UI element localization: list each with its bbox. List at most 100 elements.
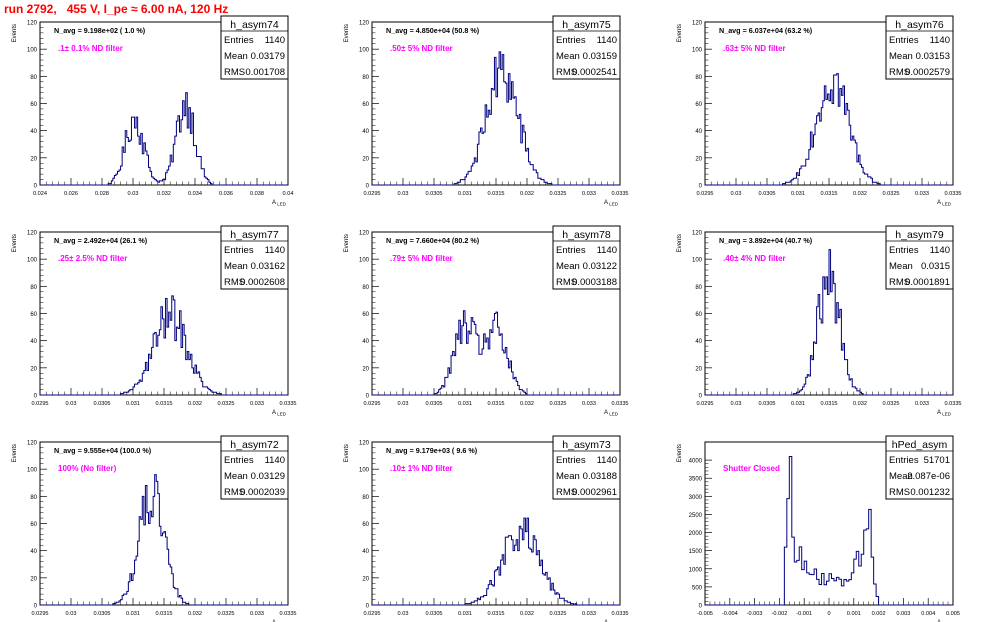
y-tick-label: 20 [30, 576, 37, 582]
x-tick-label: -0.004 [722, 611, 738, 617]
filter-label: .10± 1% ND filter [390, 464, 453, 473]
stats-value: 1140 [930, 35, 950, 46]
stats-key: Mean [556, 261, 580, 272]
y-tick-label: 2000 [689, 531, 703, 537]
filter-label: .63± 5% ND filter [723, 44, 786, 53]
y-tick-label: 80 [362, 285, 369, 291]
x-tick-label: 0.032 [853, 191, 867, 197]
x-tick-label: 0.0325 [549, 191, 566, 197]
stats-frame [885, 15, 954, 80]
filter-label: .40± 4% ND filter [723, 254, 786, 263]
y-tick-label: 0 [699, 604, 703, 610]
stats-value: 0.0002039 [240, 487, 285, 498]
y-axis-title: Events [344, 24, 350, 42]
stats-key: RMS [889, 67, 910, 78]
stats-value: 0.03162 [251, 261, 285, 272]
y-tick-label: 40 [362, 129, 369, 135]
x-tick-label: -0.001 [796, 611, 812, 617]
stats-value: 0.03179 [251, 51, 285, 62]
x-tick-label: 0.0295 [31, 401, 48, 407]
x-tick-label: 0.0325 [882, 191, 899, 197]
y-tick-label: 60 [30, 312, 37, 318]
y-tick-label: 80 [362, 495, 369, 501]
stats-value: 0.0002961 [572, 487, 617, 498]
stats-key: Mean [889, 51, 913, 62]
x-tick-label: 0.032 [520, 191, 534, 197]
x-tick-label: 0.031 [126, 611, 140, 617]
stats-value: 0.0001891 [905, 277, 950, 288]
y-tick-label: 80 [30, 285, 37, 291]
histogram-panel-h-asym76: 0 20 40 60 80 100 120 0.0295 0.03 0.0305 0.031 0.03… [677, 15, 962, 207]
y-tick-label: 40 [30, 549, 37, 555]
x-tick-label: 0.031 [458, 191, 472, 197]
stats-key: Mean [556, 51, 580, 62]
filter-label: .50± 5% ND filter [390, 44, 453, 53]
stats-value: 1140 [265, 245, 285, 256]
stats-frame [220, 15, 289, 80]
histogram-panel-h-asym77: 0 20 40 60 80 100 120 0.0295 0.03 0.0305 0.031 0.03… [12, 225, 297, 417]
histogram-panel-hped-asym: 0 500 1000 1500 2000 2500 3000 3500 4000 -0.005 -0… [677, 435, 960, 622]
stats-key: RMS [224, 487, 245, 498]
y-tick-label: 60 [695, 102, 702, 108]
stats-key: RMS [556, 277, 577, 288]
y-tick-label: 60 [695, 312, 702, 318]
y-tick-label: 0 [699, 184, 703, 190]
run-title: run 2792, 455 V, I_pe ≈ 6.00 nA, 120 Hz [4, 2, 229, 16]
stats-key: Mean [889, 471, 913, 482]
stats-box: h_asym78 Entries 1140 Mean 0.03122 RMS0.00031… [552, 225, 621, 290]
stats-box: h_asym73 Entries 1140 Mean 0.03188 RMS0.00029… [552, 435, 621, 500]
stats-key: Entries [556, 35, 586, 46]
stats-key: RMS [556, 487, 577, 498]
y-tick-label: 0 [34, 394, 38, 400]
stats-key: Entries [224, 245, 254, 256]
y-tick-label: 60 [30, 102, 37, 108]
y-tick-label: 60 [362, 312, 369, 318]
y-axis-title: Events [677, 234, 683, 252]
y-tick-label: 60 [362, 102, 369, 108]
navg-label: N_avg = 9.179e+03 ( 9.6 %) [386, 446, 478, 455]
stats-frame [220, 225, 289, 290]
x-tick-label: 0.03 [66, 401, 77, 407]
y-tick-label: 20 [695, 156, 702, 162]
y-tick-label: 80 [695, 75, 702, 81]
y-axis-title: Events [12, 24, 18, 42]
stats-value: 0.03159 [583, 51, 617, 62]
stats-value: 0.001708 [245, 67, 285, 78]
y-tick-label: 20 [362, 576, 369, 582]
x-tick-label: -0.002 [771, 611, 787, 617]
y-tick-label: 0 [366, 604, 370, 610]
x-tick-label: 0.0295 [363, 191, 380, 197]
stats-value: 0.001232 [910, 487, 950, 498]
y-tick-label: 100 [692, 48, 703, 54]
x-tick-label: 0.033 [915, 191, 929, 197]
stats-key: RMS [224, 277, 245, 288]
stats-frame [220, 435, 289, 500]
x-tick-label: 0.0335 [944, 401, 961, 407]
x-tick-label: 0.0325 [549, 401, 566, 407]
stats-frame [552, 435, 621, 500]
y-tick-label: 20 [30, 366, 37, 372]
x-tick-label: 0.0305 [425, 191, 442, 197]
histogram-line [372, 51, 620, 186]
navg-label: N_avg = 9.555e+04 (100.0 %) [54, 446, 152, 455]
x-tick-label: 0.004 [921, 611, 935, 617]
x-tick-label: -0.003 [747, 611, 763, 617]
stats-value: 2.087e-06 [907, 471, 950, 482]
y-axis-title: Events [677, 444, 683, 462]
stats-value: 1140 [930, 245, 950, 256]
stats-key: Entries [889, 245, 919, 256]
x-tick-label: 0.0335 [279, 611, 296, 617]
y-tick-label: 4000 [689, 459, 703, 465]
filter-label: 100% (No filter) [58, 464, 117, 473]
y-tick-label: 100 [692, 258, 703, 264]
navg-label: N_avg = 6.037e+04 (63.2 %) [719, 26, 813, 35]
x-tick-label: 0.0325 [549, 611, 566, 617]
y-tick-label: 3500 [689, 477, 703, 483]
stats-key: Entries [224, 35, 254, 46]
x-tick-label: 0.033 [250, 401, 264, 407]
x-tick-label: 0.034 [188, 191, 202, 197]
x-tick-label: 0.0325 [217, 401, 234, 407]
stats-box: h_asym79 Entries 1140 Mean 0.0315 RMS0.000189… [885, 225, 954, 290]
y-axis-title: Events [12, 234, 18, 252]
stats-box: h_asym76 Entries 1140 Mean 0.03153 RMS0.00025… [885, 15, 954, 80]
